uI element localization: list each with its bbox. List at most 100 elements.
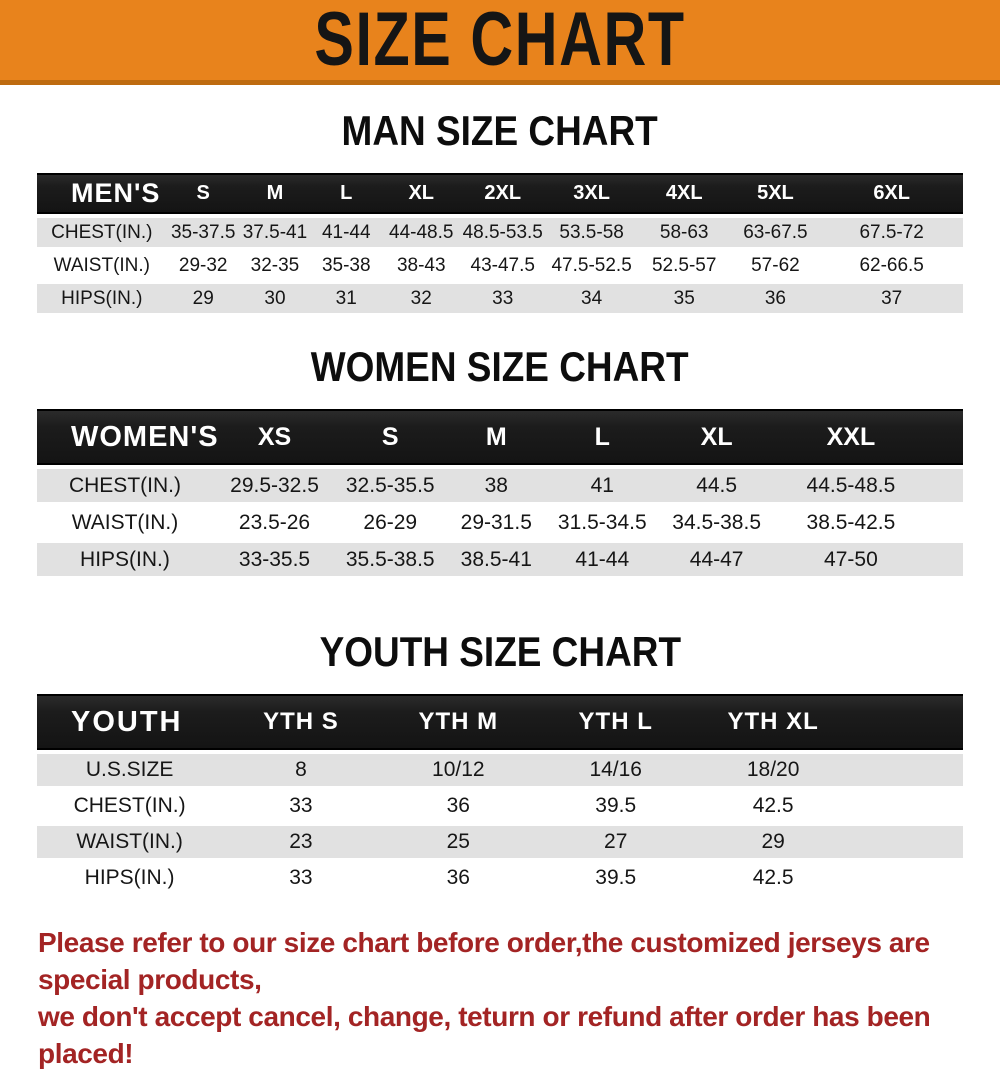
table-cell: 34	[545, 284, 638, 314]
table-cell: 35-38	[310, 251, 383, 281]
table-row-waist: WAIST(IN.) 23 25 27 29	[37, 826, 963, 859]
table-cell: 38.5-42.5	[776, 506, 925, 540]
mens-table-title: MEN'S	[37, 173, 167, 215]
spacer-cell	[924, 409, 963, 466]
table-cell: 34.5-38.5	[656, 506, 777, 540]
banner-title: SIZE CHART	[314, 0, 686, 82]
table-cell: 8	[222, 754, 380, 787]
table-cell: 42.5	[694, 790, 852, 823]
table-row-hips: HIPS(IN.) 29 30 31 32 33 34 35 36 37	[37, 284, 963, 314]
table-cell: 10/12	[379, 754, 538, 787]
column-header: XL	[656, 409, 777, 466]
column-header: S	[336, 409, 445, 466]
table-cell: 35.5-38.5	[336, 543, 445, 577]
youth-size-table: YOUTH YTH S YTH M YTH L YTH XL U.S.SIZE …	[37, 690, 963, 898]
table-row-chest: CHEST(IN.) 29.5-32.5 32.5-35.5 38 41 44.…	[37, 469, 963, 503]
table-cell: 23.5-26	[212, 506, 337, 540]
table-cell: 42.5	[694, 862, 852, 895]
spacer-cell	[924, 506, 963, 540]
table-cell: 29-31.5	[444, 506, 549, 540]
table-row-waist: WAIST(IN.) 29-32 32-35 35-38 38-43 43-47…	[37, 251, 963, 281]
disclaimer-line-2: we don't accept cancel, change, teturn o…	[38, 1001, 931, 1070]
womens-table-title: WOMEN'S	[37, 409, 218, 466]
table-cell: 62-66.5	[820, 251, 963, 281]
table-row-hips: HIPS(IN.) 33 36 39.5 42.5	[37, 862, 963, 895]
table-cell: 29.5-32.5	[212, 469, 337, 503]
table-cell: 14/16	[537, 754, 695, 787]
column-header: XXL	[776, 409, 925, 466]
table-cell: 38	[444, 469, 549, 503]
disclaimer-line-1: Please refer to our size chart before or…	[38, 927, 930, 996]
table-cell: 38-43	[382, 251, 461, 281]
column-header: L	[548, 409, 657, 466]
women-size-chart-heading: WOMEN SIZE CHART	[311, 343, 689, 391]
row-label: WAIST(IN.)	[37, 251, 167, 281]
column-header: 3XL	[545, 173, 638, 215]
row-label: U.S.SIZE	[37, 754, 223, 787]
table-cell: 25	[379, 826, 538, 859]
table-cell: 48.5-53.5	[460, 218, 546, 248]
row-label: CHEST(IN.)	[37, 218, 167, 248]
table-cell: 44-47	[656, 543, 777, 577]
man-section: MAN SIZE CHART	[0, 107, 1000, 154]
table-cell: 32	[382, 284, 461, 314]
table-cell: 18/20	[694, 754, 852, 787]
youth-table-title: YOUTH	[37, 694, 223, 751]
table-cell: 32.5-35.5	[336, 469, 445, 503]
womens-header-row: WOMEN'S XS S M L XL XXL	[37, 409, 963, 466]
table-cell: 36	[379, 790, 538, 823]
table-cell: 35-37.5	[166, 218, 240, 248]
table-cell: 33	[222, 790, 380, 823]
table-cell: 37	[820, 284, 963, 314]
spacer-cell	[924, 543, 963, 577]
spacer-cell	[851, 790, 963, 823]
column-header: YTH M	[379, 694, 538, 751]
table-row-waist: WAIST(IN.) 23.5-26 26-29 29-31.5 31.5-34…	[37, 506, 963, 540]
table-cell: 36	[379, 862, 538, 895]
row-label: CHEST(IN.)	[37, 790, 223, 823]
table-cell: 29	[166, 284, 240, 314]
table-cell: 43-47.5	[460, 251, 546, 281]
column-header: 6XL	[820, 173, 963, 215]
column-header: YTH XL	[694, 694, 852, 751]
column-header: YTH S	[222, 694, 380, 751]
size-chart-banner: SIZE CHART	[0, 0, 1000, 85]
spacer-cell	[851, 754, 963, 787]
row-label: CHEST(IN.)	[37, 469, 213, 503]
table-cell: 44.5-48.5	[776, 469, 925, 503]
spacer-cell	[851, 694, 963, 751]
table-cell: 35	[637, 284, 731, 314]
table-cell: 63-67.5	[730, 218, 821, 248]
table-cell: 39.5	[537, 790, 695, 823]
row-label: HIPS(IN.)	[37, 862, 223, 895]
column-header: XL	[382, 173, 461, 215]
column-header: YTH L	[537, 694, 695, 751]
column-header: L	[310, 173, 383, 215]
row-label: WAIST(IN.)	[37, 826, 223, 859]
column-header: 2XL	[460, 173, 546, 215]
spacer-cell	[851, 862, 963, 895]
table-cell: 58-63	[637, 218, 731, 248]
disclaimer-note: Please refer to our size chart before or…	[38, 924, 1000, 1072]
column-header: M	[444, 409, 549, 466]
table-cell: 33-35.5	[212, 543, 337, 577]
column-header: 5XL	[730, 173, 821, 215]
table-cell: 41-44	[548, 543, 657, 577]
table-cell: 47-50	[776, 543, 925, 577]
table-cell: 38.5-41	[444, 543, 549, 577]
table-cell: 52.5-57	[637, 251, 731, 281]
row-label: WAIST(IN.)	[37, 506, 213, 540]
table-cell: 26-29	[336, 506, 445, 540]
table-cell: 39.5	[537, 862, 695, 895]
man-size-chart-heading: MAN SIZE CHART	[341, 107, 659, 154]
table-cell: 31.5-34.5	[548, 506, 657, 540]
table-cell: 27	[537, 826, 695, 859]
table-cell: 31	[310, 284, 383, 314]
youth-section: YOUTH SIZE CHART	[0, 630, 1000, 674]
table-row-chest: CHEST(IN.) 35-37.5 37.5-41 41-44 44-48.5…	[37, 218, 963, 248]
mens-header-row: MEN'S S M L XL 2XL 3XL 4XL 5XL 6XL	[37, 173, 963, 215]
column-header: S	[166, 173, 240, 215]
table-cell: 36	[730, 284, 821, 314]
table-cell: 29-32	[166, 251, 240, 281]
table-cell: 44-48.5	[382, 218, 461, 248]
